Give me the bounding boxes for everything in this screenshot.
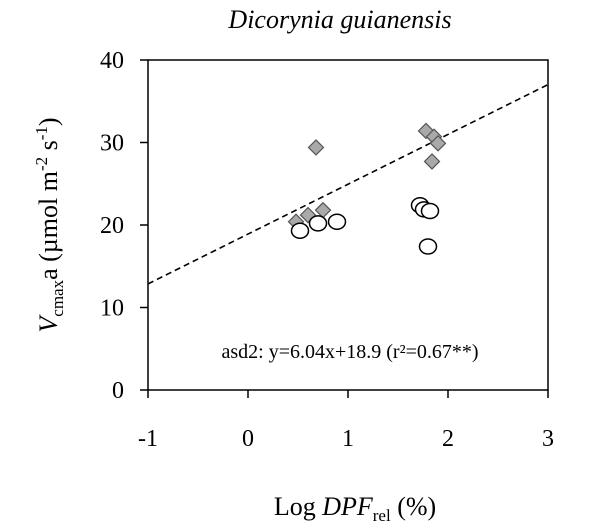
- y-axis-label-italic: V: [34, 314, 63, 333]
- data-point-circle: [420, 202, 440, 220]
- data-point-circle: [327, 213, 347, 230]
- y-tick-label: 20: [100, 213, 124, 239]
- regression-annotation: asd2: y=6.04x+18.9 (r²=0.67**): [221, 341, 478, 363]
- x-tick-label: 0: [242, 426, 254, 452]
- data-point-diamond: [307, 139, 325, 156]
- y-tick-label: 30: [100, 131, 124, 157]
- y-axis-label: Vcmaxa (µmol m-2 s-1): [32, 117, 67, 332]
- y-axis-label-subscript: cmax: [48, 279, 67, 316]
- y-axis-label-unit: a (µmol m: [34, 171, 63, 280]
- chart-title: Dicorynia guianensis: [227, 5, 451, 34]
- x-axis: -1 0 1 2 3: [138, 390, 554, 452]
- data-point-diamond: [423, 153, 441, 170]
- y-tick-label: 10: [100, 296, 124, 322]
- y-tick-label: 0: [112, 378, 124, 404]
- data-points: [287, 122, 447, 255]
- x-tick-label: -1: [138, 426, 158, 452]
- x-axis-label-suffix: (%): [391, 492, 436, 521]
- data-point-circle: [308, 215, 328, 232]
- x-tick-label: 1: [342, 426, 354, 452]
- y-axis-label-s: s: [34, 140, 63, 157]
- x-axis-label-subscript: rel: [373, 506, 391, 525]
- x-axis-label-italic: DPF: [321, 492, 374, 521]
- data-point-circle: [418, 238, 438, 255]
- y-tick-label: 40: [100, 48, 124, 74]
- x-axis-label: Log DPFrel (%): [274, 492, 436, 525]
- regression-line: [147, 83, 549, 285]
- x-tick-label: 2: [442, 426, 454, 452]
- y-axis: 0 10 20 30 40: [100, 48, 148, 404]
- y-axis-label-close: ): [34, 117, 63, 126]
- y-axis-label-sup2: -1: [32, 126, 51, 140]
- y-axis-label-sup1: -2: [32, 157, 51, 171]
- x-tick-label: 3: [542, 426, 554, 452]
- x-axis-label-prefix: Log: [274, 492, 322, 521]
- data-point-circle: [290, 222, 310, 240]
- data-point-diamond: [429, 134, 447, 152]
